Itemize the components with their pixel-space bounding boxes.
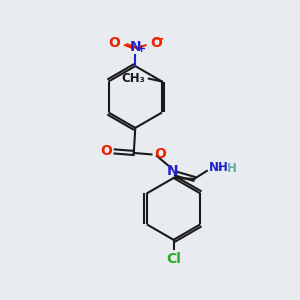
Text: CH₃: CH₃ <box>122 72 145 85</box>
Text: H: H <box>226 162 236 175</box>
Text: −: − <box>152 32 164 45</box>
Text: N: N <box>130 40 141 54</box>
Text: ₂: ₂ <box>218 162 222 172</box>
Text: Cl: Cl <box>166 252 181 266</box>
Text: NH: NH <box>209 161 229 175</box>
Text: +: + <box>136 44 146 54</box>
Text: N: N <box>166 164 178 178</box>
Text: O: O <box>154 147 166 161</box>
Text: O: O <box>100 145 112 158</box>
Text: O: O <box>109 35 121 50</box>
Text: O: O <box>150 35 162 50</box>
